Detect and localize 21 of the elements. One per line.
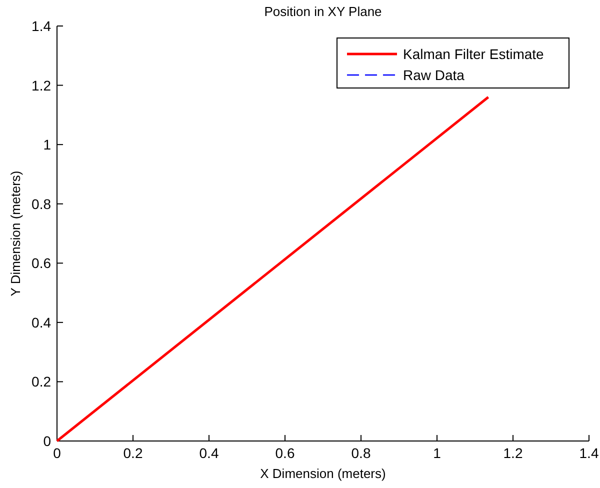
x-tick-label: 1.4: [579, 445, 599, 461]
chart-title: Position in XY Plane: [264, 4, 382, 19]
y-tick-label: 0.6: [32, 255, 52, 272]
x-tick-label: 0: [53, 445, 62, 461]
x-tick-label: 0.2: [123, 445, 143, 461]
y-tick-label: 0.4: [32, 314, 52, 330]
y-tick-label: 1: [43, 136, 52, 153]
y-tick-label: 1.2: [32, 77, 52, 94]
x-axis-title: X Dimension (meters): [260, 466, 386, 481]
x-tick-label: 0.6: [275, 445, 295, 461]
x-tick-label: 0.8: [351, 445, 371, 461]
y-tick-label: 0.2: [32, 374, 52, 390]
y-axis-title: Y Dimension (meters): [8, 170, 23, 296]
y-tick-label: 1.4: [32, 18, 52, 34]
x-tick-label: 0.4: [199, 445, 219, 461]
x-tick-label: 1: [433, 445, 442, 461]
y-tick-label: 0: [43, 433, 52, 449]
x-tick-label: 1.2: [503, 445, 523, 461]
y-tick-label: 0.8: [32, 196, 52, 212]
legend-label: Raw Data: [403, 67, 465, 83]
legend-label: Kalman Filter Estimate: [403, 46, 544, 62]
